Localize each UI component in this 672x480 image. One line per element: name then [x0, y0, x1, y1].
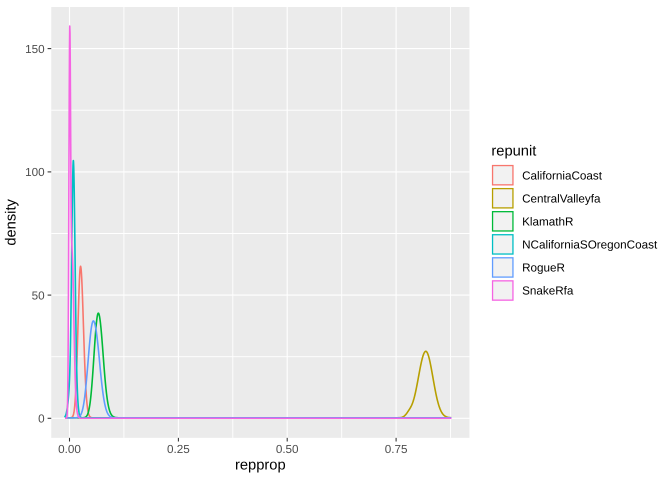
- svg-text:0.50: 0.50: [276, 443, 299, 456]
- svg-text:100: 100: [25, 166, 45, 179]
- svg-text:KlamathR: KlamathR: [522, 216, 573, 229]
- svg-text:50: 50: [32, 289, 46, 302]
- svg-text:0.00: 0.00: [58, 443, 81, 456]
- svg-text:0: 0: [38, 413, 45, 426]
- svg-text:repunit: repunit: [491, 143, 536, 159]
- svg-text:CentralValleyfa: CentralValleyfa: [522, 192, 601, 205]
- svg-text:NCaliforniaSOregonCoast: NCaliforniaSOregonCoast: [522, 239, 658, 252]
- svg-text:density: density: [4, 198, 20, 245]
- svg-text:RogueR: RogueR: [522, 262, 565, 275]
- svg-text:SnakeRfa: SnakeRfa: [522, 285, 574, 298]
- svg-text:150: 150: [25, 43, 45, 56]
- svg-text:CaliforniaCoast: CaliforniaCoast: [522, 169, 603, 182]
- svg-text:0.25: 0.25: [167, 443, 190, 456]
- svg-text:repprop: repprop: [235, 457, 286, 473]
- svg-text:0.75: 0.75: [385, 443, 408, 456]
